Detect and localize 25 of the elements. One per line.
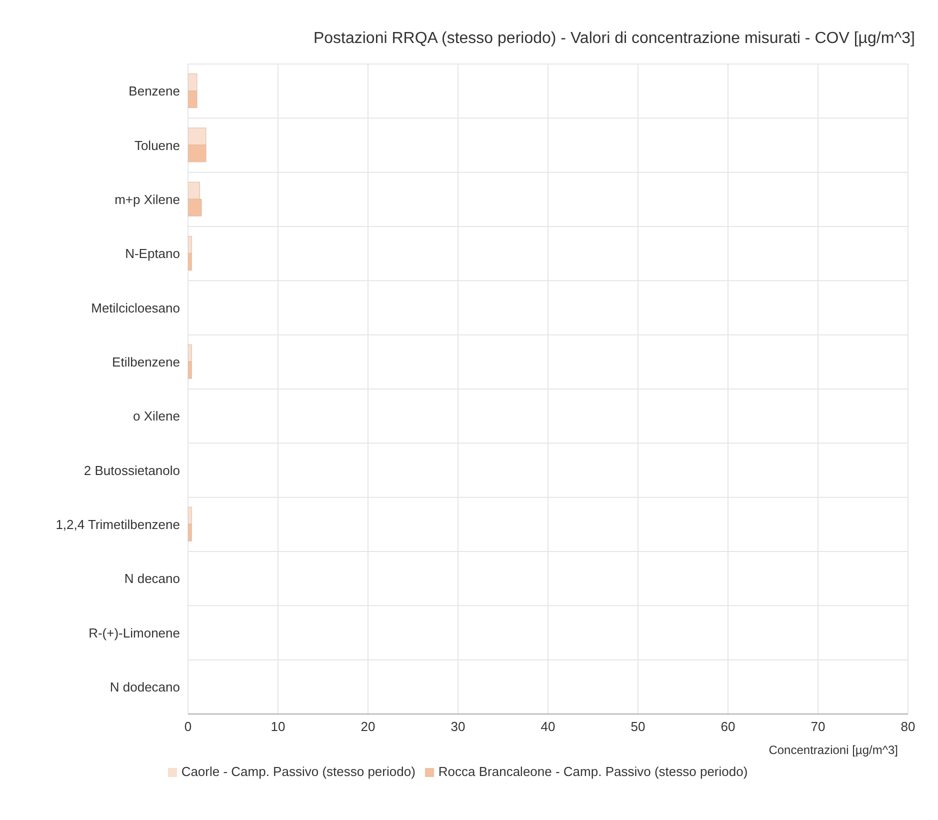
x-axis-title: Concentrazioni [µg/m^3] xyxy=(768,743,898,757)
y-tick-label: N dodecano xyxy=(110,680,180,695)
y-tick-label: N-Eptano xyxy=(125,246,180,262)
y-tick-label: Metilcicloesano xyxy=(91,300,180,316)
y-tick-label: Toluene xyxy=(134,138,180,153)
x-tick-label: 50 xyxy=(630,719,646,734)
x-tick-label: 20 xyxy=(360,719,376,734)
x-tick-label: 80 xyxy=(900,719,916,734)
x-tick-label: 40 xyxy=(540,719,556,734)
y-tick-label: o Xilene xyxy=(133,408,180,424)
y-tick-label: Benzene xyxy=(128,84,180,99)
y-tick-label: N decano xyxy=(124,571,180,586)
chart-title: Postazioni RRQA (stesso periodo) - Valori di concentrazione misurati - COV [µg/m^3] xyxy=(312,29,916,49)
y-tick-label: 2 Butossietanolo xyxy=(84,462,180,478)
y-tick-label: Etilbenzene xyxy=(112,354,180,370)
x-tick-label: 10 xyxy=(270,719,286,734)
legend-label: Caorle - Camp. Passivo (stesso periodo) xyxy=(181,764,416,779)
legend-label: Rocca Brancaleone - Camp. Passivo (stesso periodo) xyxy=(438,764,748,779)
y-tick-label: m+p Xilene xyxy=(114,192,180,208)
x-tick-label: 70 xyxy=(810,719,826,734)
y-tick-label: 1,2,4 Trimetilbenzene xyxy=(56,517,180,532)
y-tick-label: R-(+)-Limonene xyxy=(88,625,180,640)
x-tick-label: 30 xyxy=(450,719,466,734)
x-tick-label: 0 xyxy=(184,719,192,734)
x-tick-label: 60 xyxy=(720,719,736,734)
